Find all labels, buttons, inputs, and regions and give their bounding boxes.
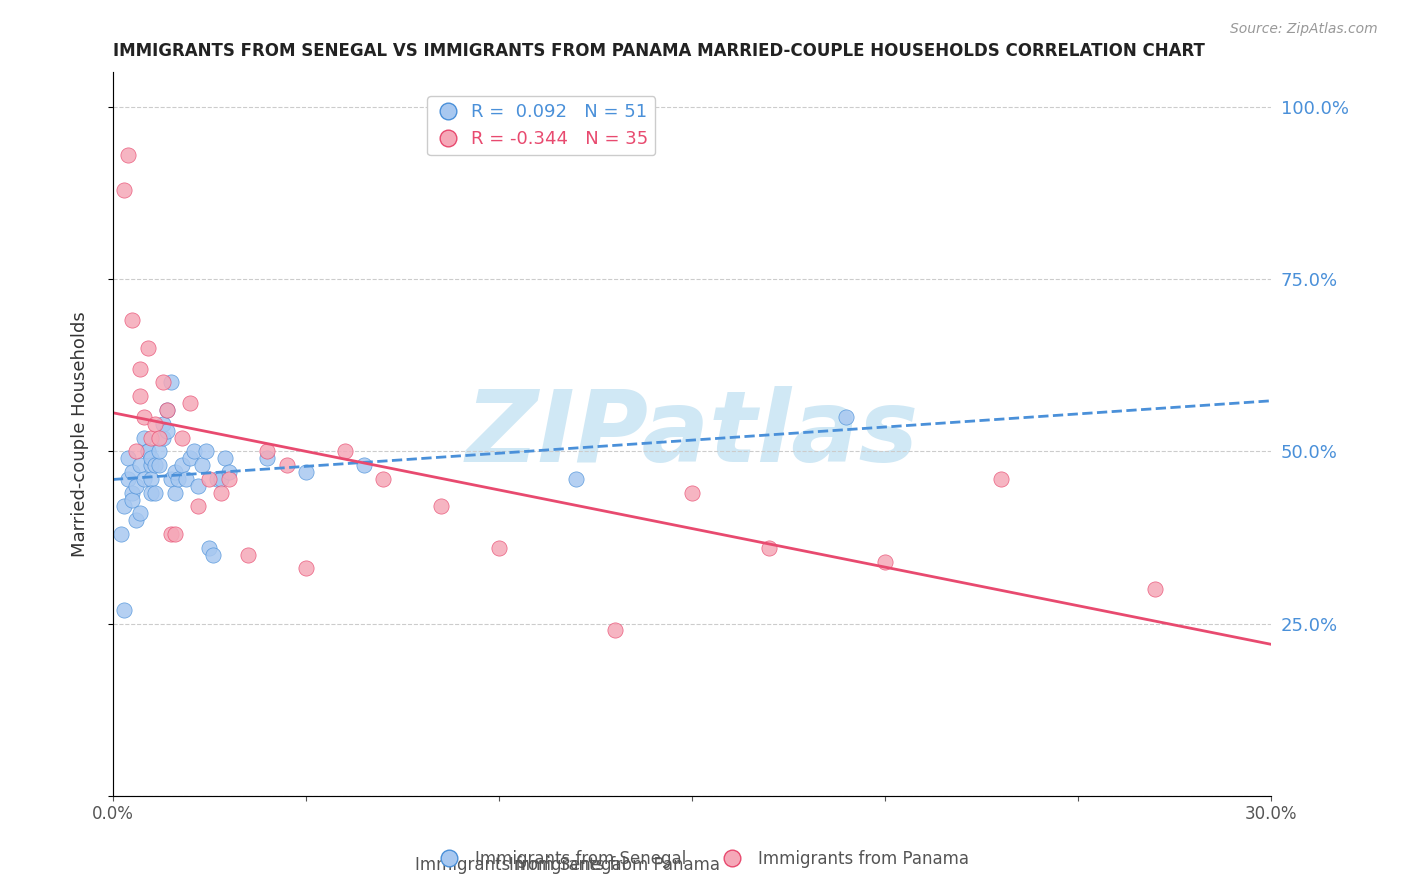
Point bbox=[156, 403, 179, 417]
Point bbox=[681, 485, 703, 500]
Point bbox=[114, 500, 136, 514]
Point bbox=[136, 341, 159, 355]
Point bbox=[148, 444, 170, 458]
Point bbox=[371, 472, 394, 486]
Point bbox=[110, 527, 132, 541]
Point bbox=[132, 409, 155, 424]
Point bbox=[163, 527, 186, 541]
Point bbox=[163, 465, 186, 479]
Point bbox=[143, 485, 166, 500]
Point bbox=[1144, 582, 1167, 596]
Point bbox=[218, 465, 240, 479]
Point bbox=[156, 424, 179, 438]
Point bbox=[141, 472, 163, 486]
Point bbox=[187, 479, 209, 493]
Point bbox=[565, 472, 588, 486]
Y-axis label: Married-couple Households: Married-couple Households bbox=[72, 311, 89, 557]
Point bbox=[143, 458, 166, 472]
Point bbox=[141, 458, 163, 472]
Text: Immigrants from Panama: Immigrants from Panama bbox=[321, 856, 720, 874]
Point bbox=[236, 548, 259, 562]
Point bbox=[333, 444, 356, 458]
Point bbox=[143, 417, 166, 431]
Legend: R =  0.092   N = 51, R = -0.344   N = 35: R = 0.092 N = 51, R = -0.344 N = 35 bbox=[427, 96, 655, 155]
Point bbox=[128, 389, 150, 403]
Point bbox=[141, 431, 163, 445]
Text: Source: ZipAtlas.com: Source: ZipAtlas.com bbox=[1230, 22, 1378, 37]
Point bbox=[163, 485, 186, 500]
Point bbox=[121, 465, 143, 479]
Point bbox=[179, 396, 201, 410]
Point bbox=[488, 541, 510, 555]
Point bbox=[187, 500, 209, 514]
Point bbox=[148, 431, 170, 445]
Point bbox=[141, 485, 163, 500]
Point bbox=[183, 444, 205, 458]
Point bbox=[128, 506, 150, 520]
Point bbox=[205, 472, 228, 486]
Point bbox=[159, 527, 181, 541]
Text: IMMIGRANTS FROM SENEGAL VS IMMIGRANTS FROM PANAMA MARRIED-COUPLE HOUSEHOLDS CORR: IMMIGRANTS FROM SENEGAL VS IMMIGRANTS FR… bbox=[112, 42, 1205, 60]
Point bbox=[132, 431, 155, 445]
Point bbox=[209, 472, 232, 486]
Point bbox=[121, 485, 143, 500]
Point bbox=[125, 513, 148, 527]
Text: Immigrants from Senegal: Immigrants from Senegal bbox=[415, 856, 626, 874]
Point bbox=[202, 548, 225, 562]
Text: ZIPatlas: ZIPatlas bbox=[465, 385, 918, 483]
Point bbox=[152, 417, 174, 431]
Point bbox=[121, 492, 143, 507]
Point bbox=[125, 444, 148, 458]
Point bbox=[276, 458, 298, 472]
Point bbox=[174, 472, 197, 486]
Point bbox=[295, 561, 318, 575]
Point bbox=[141, 451, 163, 466]
Point bbox=[194, 444, 217, 458]
Point bbox=[218, 472, 240, 486]
Point bbox=[179, 451, 201, 466]
Point bbox=[214, 451, 236, 466]
Point bbox=[117, 451, 139, 466]
Point bbox=[603, 624, 626, 638]
Point bbox=[209, 485, 232, 500]
Point bbox=[148, 458, 170, 472]
Point bbox=[295, 465, 318, 479]
Point bbox=[172, 458, 194, 472]
Point bbox=[156, 403, 179, 417]
Point bbox=[758, 541, 780, 555]
Point bbox=[172, 431, 194, 445]
Point bbox=[136, 444, 159, 458]
Point bbox=[152, 376, 174, 390]
Point bbox=[353, 458, 375, 472]
Point bbox=[121, 313, 143, 327]
Point bbox=[430, 500, 453, 514]
Point bbox=[990, 472, 1012, 486]
Point bbox=[117, 472, 139, 486]
Point bbox=[117, 148, 139, 162]
Point bbox=[873, 555, 896, 569]
Legend: Immigrants from Senegal, Immigrants from Panama: Immigrants from Senegal, Immigrants from… bbox=[430, 844, 976, 875]
Point bbox=[159, 376, 181, 390]
Point bbox=[256, 444, 278, 458]
Point bbox=[152, 431, 174, 445]
Point bbox=[835, 409, 858, 424]
Point bbox=[128, 361, 150, 376]
Point bbox=[136, 444, 159, 458]
Point bbox=[198, 541, 221, 555]
Point bbox=[190, 458, 212, 472]
Point bbox=[256, 451, 278, 466]
Point bbox=[167, 472, 190, 486]
Point bbox=[114, 182, 136, 196]
Point bbox=[159, 472, 181, 486]
Point bbox=[125, 479, 148, 493]
Point bbox=[132, 472, 155, 486]
Point bbox=[198, 472, 221, 486]
Point bbox=[114, 603, 136, 617]
Point bbox=[128, 458, 150, 472]
